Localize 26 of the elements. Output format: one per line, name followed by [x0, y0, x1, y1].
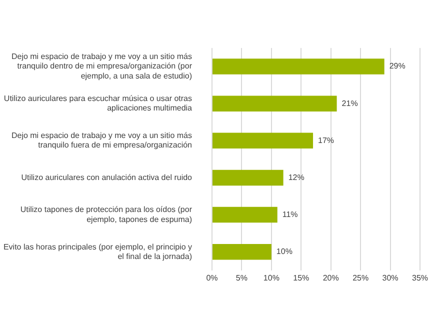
y-tick-label: Dejo mi espacio de trabajo y me voy a un sitio más tranquilo dentro de mi empresa/organización (por ejemplo, a una sala de estudio) [11, 52, 192, 80]
y-tick-label: Dejo mi espacio de trabajo y me voy a un sitio más tranquilo fuera de mi empresa/organización [11, 131, 192, 150]
data-label: 29% [389, 62, 406, 71]
x-tick-label: 10% [263, 273, 280, 282]
data-label: 11% [282, 210, 298, 220]
data-label: 12% [288, 172, 304, 182]
bar [212, 170, 284, 186]
y-tick-label: Utilizo auriculares con anulación activa del ruido [21, 172, 193, 182]
data-label: 21% [342, 98, 358, 108]
bar [212, 132, 314, 149]
data-label: 17% [318, 136, 334, 145]
bar [212, 206, 278, 223]
x-tick-label: 25% [352, 273, 369, 282]
y-tick-label: Utilizo auriculares para escuchar música o usar otras aplicaciones multimedia [4, 94, 193, 113]
bar [212, 96, 337, 112]
x-tick-label: 15% [293, 273, 310, 282]
x-tick-label: 0% [206, 273, 218, 282]
bar [212, 244, 272, 260]
x-tick-label: 30% [382, 273, 398, 282]
y-tick-label: Evito las horas principales (por ejemplo, el principio y el final de la jornada) [3, 242, 192, 261]
x-tick-label: 5% [236, 273, 248, 282]
bar [212, 58, 384, 74]
y-tick-label: Utilizo tapones de protección para los oídos (por ejemplo, tapones de espuma) [20, 205, 192, 224]
x-tick-label: 20% [322, 273, 339, 282]
data-label: 10% [276, 247, 292, 256]
x-tick-label: 35% [412, 273, 428, 282]
